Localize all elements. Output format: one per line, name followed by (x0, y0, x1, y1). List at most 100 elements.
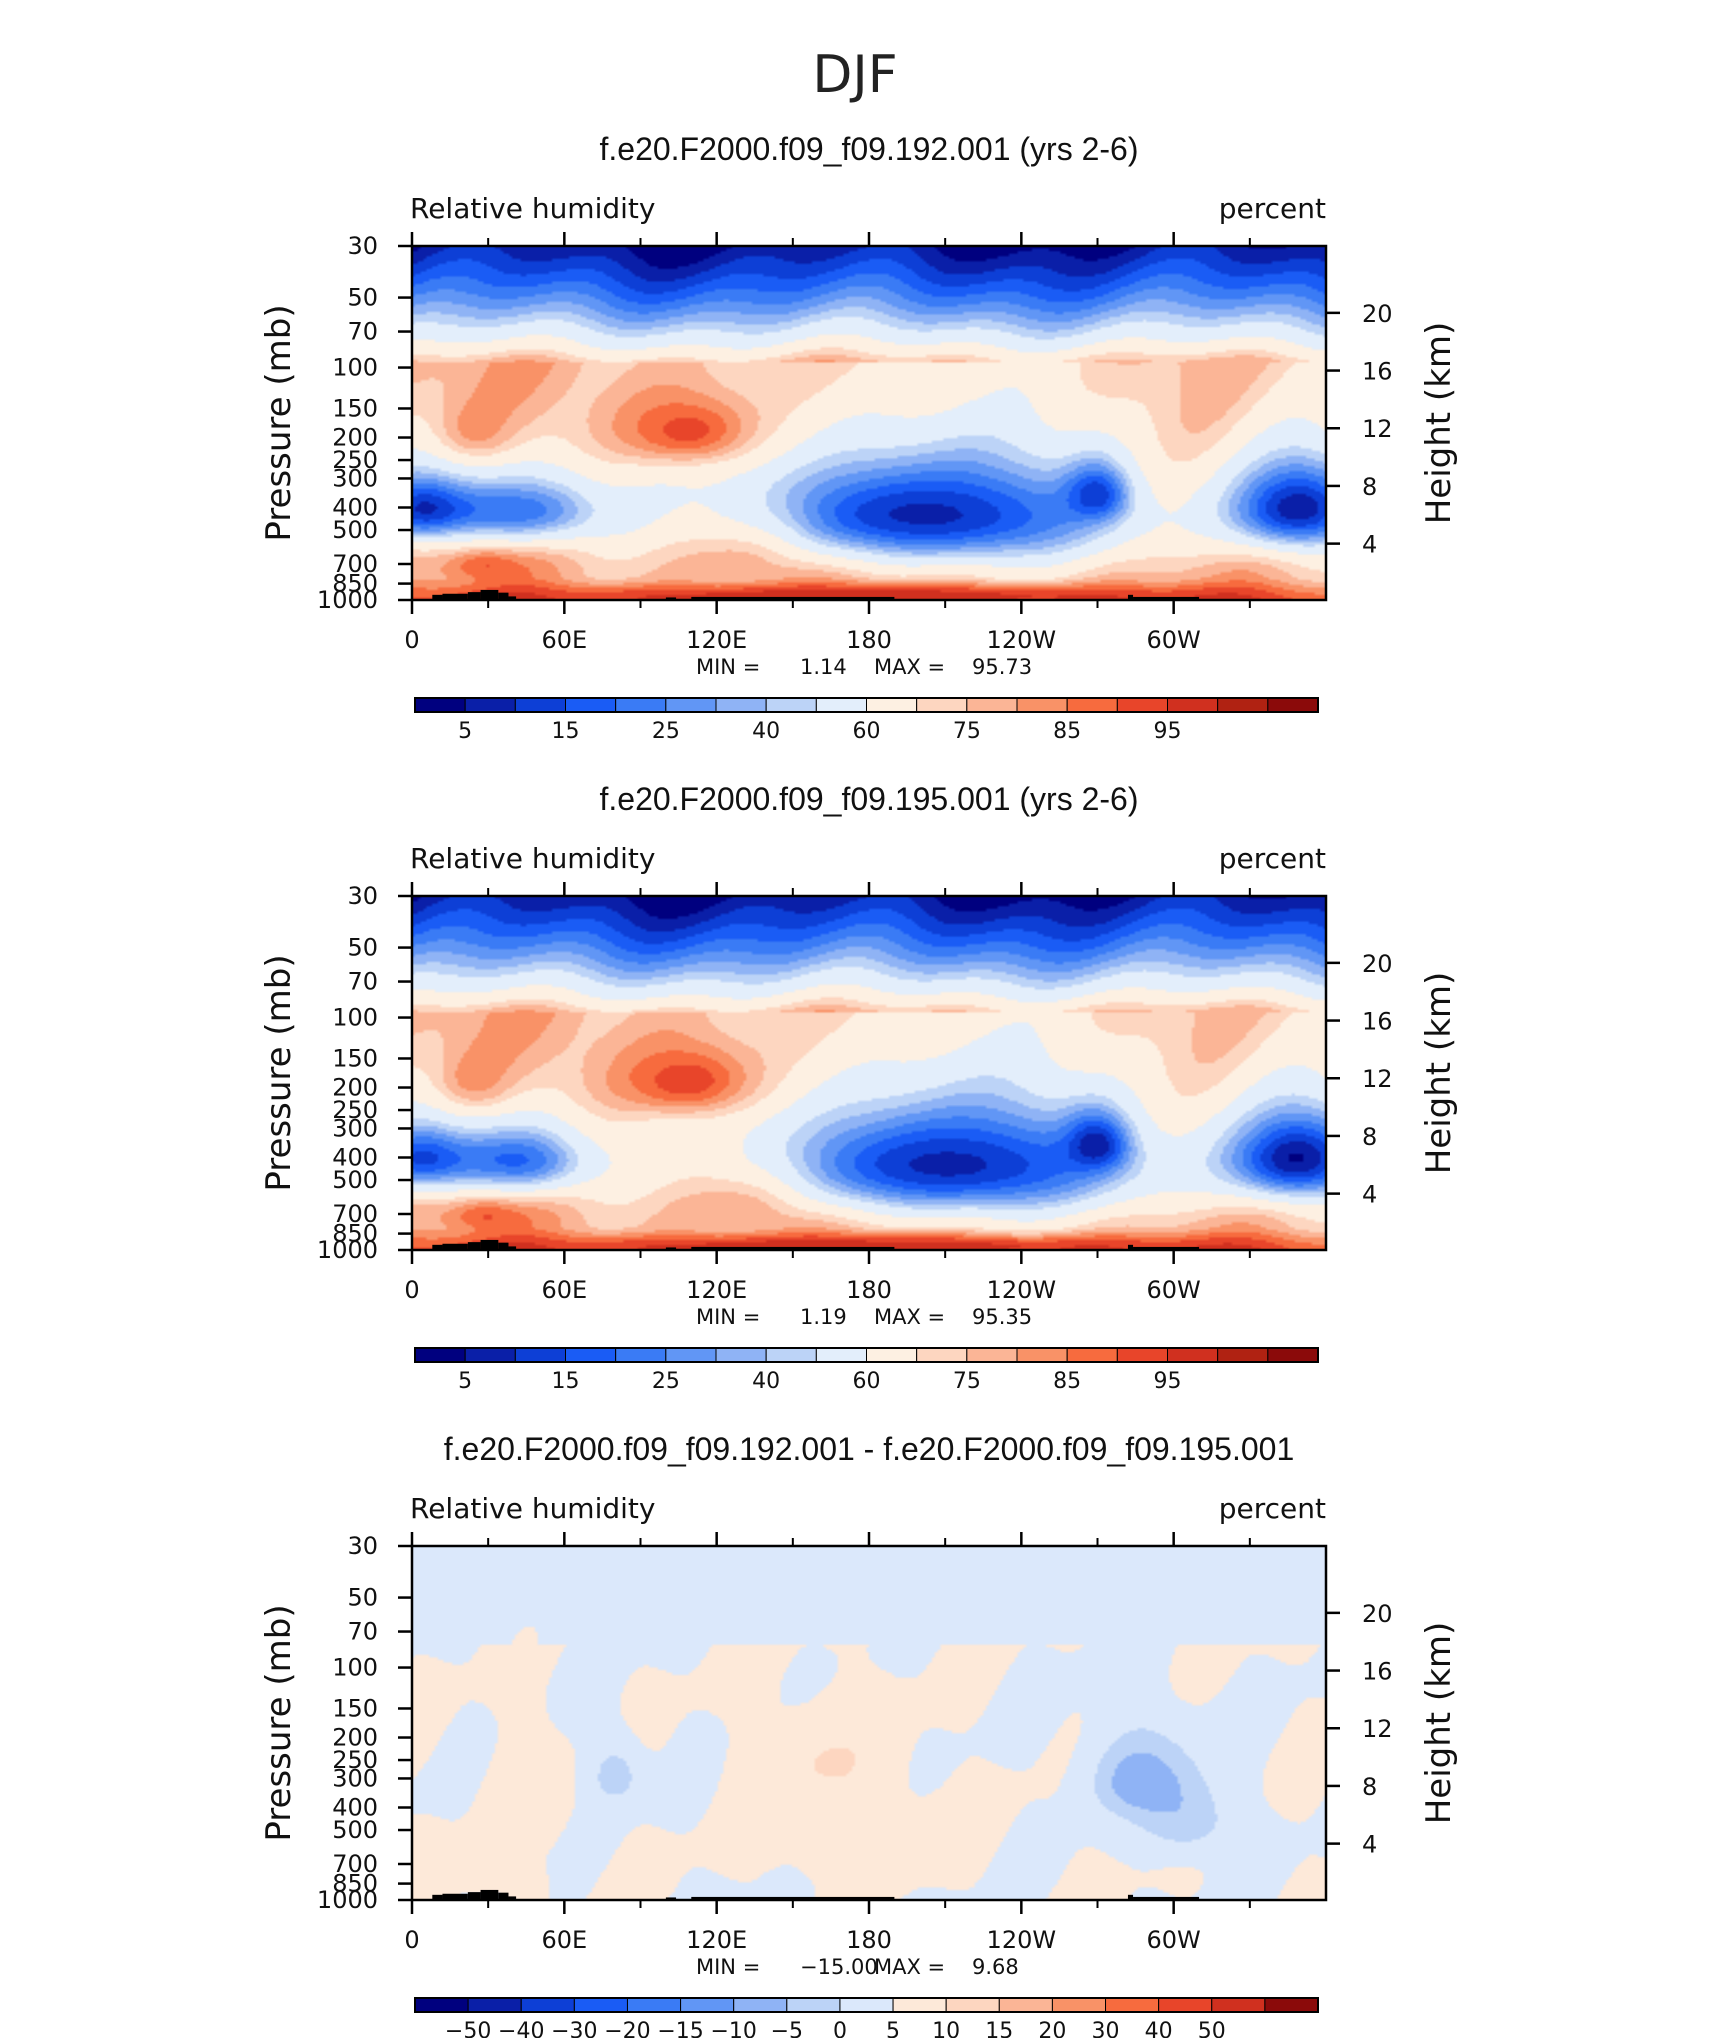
height-tick-label: 4 (1362, 531, 1377, 559)
y-axis-label: Pressure (mb) (259, 1604, 299, 1841)
y-tick-label: 500 (332, 516, 378, 544)
y-tick-label: 850 (332, 1220, 378, 1248)
colorbar-box (626, 1997, 682, 2013)
y-tick-label: 30 (347, 232, 378, 260)
x-tick-label: 120E (686, 1926, 747, 1954)
contour-field (412, 896, 1326, 1250)
topography-mask (691, 596, 895, 600)
y-tick-label: 1000 (317, 586, 378, 614)
colorbar-box (866, 1347, 918, 1363)
y-axis-label-right: Height (km) (1419, 1622, 1459, 1825)
colorbar-box (866, 697, 918, 713)
y-tick-label: 70 (347, 318, 378, 346)
colorbar-box (514, 697, 566, 713)
colorbar-box (1211, 1997, 1266, 2013)
colorbar-label: −50 (445, 2019, 491, 2038)
colorbar-label: 40 (752, 719, 780, 744)
x-tick-label: 0 (404, 626, 419, 654)
colorbar-label: 0 (833, 2019, 847, 2038)
y-axis-label-right: Height (km) (1419, 322, 1459, 525)
y-axis-label-right: Height (km) (1419, 972, 1459, 1175)
y-tick-label: 50 (347, 934, 378, 962)
topography-mask (480, 1889, 499, 1900)
colorbar-box (1016, 697, 1068, 713)
x-tick-label: 60W (1147, 1926, 1201, 1954)
colorbar-frame (414, 1347, 1319, 1363)
x-tick-label: 120E (686, 1276, 747, 1304)
max-label: MAX = (874, 655, 945, 679)
colorbar-box (514, 1347, 566, 1363)
height-tick-label: 4 (1362, 1831, 1377, 1859)
x-tick-label: 0 (404, 1276, 419, 1304)
colorbar-box (765, 1347, 817, 1363)
height-tick-label: 16 (1362, 358, 1393, 386)
y-tick-label: 1000 (317, 1886, 378, 1914)
topography-mask (1133, 1896, 1200, 1900)
chart-panel-1: f.e20.F2000.f09_f09.192.001 (yrs 2-6) Rel… (259, 131, 1459, 744)
y-tick-label: 150 (332, 1044, 378, 1072)
colorbar-box (520, 1997, 575, 2013)
colorbar-box (1066, 1347, 1118, 1363)
colorbar-label: 15 (985, 2019, 1013, 2038)
y-tick-label: 100 (332, 1004, 378, 1032)
colorbar-box (916, 697, 968, 713)
y-tick-label: 500 (332, 1166, 378, 1194)
colorbar-label: 15 (552, 719, 580, 744)
min-label: MIN = (696, 655, 760, 679)
topography-mask (467, 1892, 481, 1900)
contour-field (412, 1546, 1326, 1900)
colorbar-label: −30 (551, 2019, 597, 2038)
height-tick-label: 8 (1362, 1123, 1377, 1151)
colorbar-frame (414, 1997, 1319, 2013)
panel-right-label: percent (1219, 1492, 1326, 1525)
y-tick-label: 400 (332, 493, 378, 521)
colorbar-box (1267, 697, 1319, 713)
y-tick-label: 50 (347, 284, 378, 312)
colorbar-box (945, 1997, 1000, 2013)
y-tick-label: 300 (332, 464, 378, 492)
colorbar-box (467, 1997, 522, 2013)
x-tick-label: 120W (987, 1926, 1057, 1954)
max-value: 95.35 (972, 1305, 1032, 1329)
height-tick-label: 12 (1362, 1065, 1393, 1093)
y-tick-label: 50 (347, 1584, 378, 1612)
colorbar-box (464, 1347, 516, 1363)
y-tick-label: 300 (332, 1114, 378, 1142)
colorbar-label: 75 (953, 1369, 981, 1394)
colorbar-box (1105, 1997, 1160, 2013)
topography-mask (498, 592, 509, 600)
x-tick-label: 60E (541, 1926, 587, 1954)
topography-mask (1127, 1894, 1134, 1900)
colorbar-label: 85 (1053, 719, 1081, 744)
panel-title: f.e20.F2000.f09_f09.195.001 (yrs 2-6) (599, 781, 1138, 817)
topography-mask (1133, 1246, 1200, 1250)
colorbar-box (815, 697, 867, 713)
colorbar-label: 30 (1092, 2019, 1120, 2038)
colorbar-box (733, 1997, 788, 2013)
panel-left-label: Relative humidity (410, 842, 655, 875)
topography-mask (691, 1896, 895, 1900)
min-value: 1.19 (800, 1305, 847, 1329)
colorbar-label: 10 (932, 2019, 960, 2038)
topography-mask (432, 1244, 443, 1250)
max-label: MAX = (874, 1955, 945, 1979)
colorbar-box (1116, 1347, 1169, 1363)
height-tick-label: 4 (1362, 1181, 1377, 1209)
max-value: 9.68 (972, 1955, 1019, 1979)
y-tick-label: 1000 (317, 1236, 378, 1264)
colorbar-label: 5 (458, 719, 472, 744)
min-value: −15.00 (800, 1955, 878, 1979)
colorbar-box (414, 1347, 466, 1363)
chart-panel-2: f.e20.F2000.f09_f09.195.001 (yrs 2-6) Rel… (259, 781, 1459, 1394)
colorbar-box (765, 697, 817, 713)
x-tick-label: 60E (541, 626, 587, 654)
colorbar-box (565, 697, 617, 713)
y-tick-label: 500 (332, 1816, 378, 1844)
x-tick-label: 180 (846, 626, 892, 654)
colorbar-label: 25 (652, 719, 680, 744)
colorbar-box (1051, 1997, 1107, 2013)
colorbar-box (786, 1997, 841, 2013)
y-tick-label: 70 (347, 1618, 378, 1646)
panel-left-label: Relative humidity (410, 1492, 655, 1525)
figure-title: DJF (812, 45, 897, 105)
